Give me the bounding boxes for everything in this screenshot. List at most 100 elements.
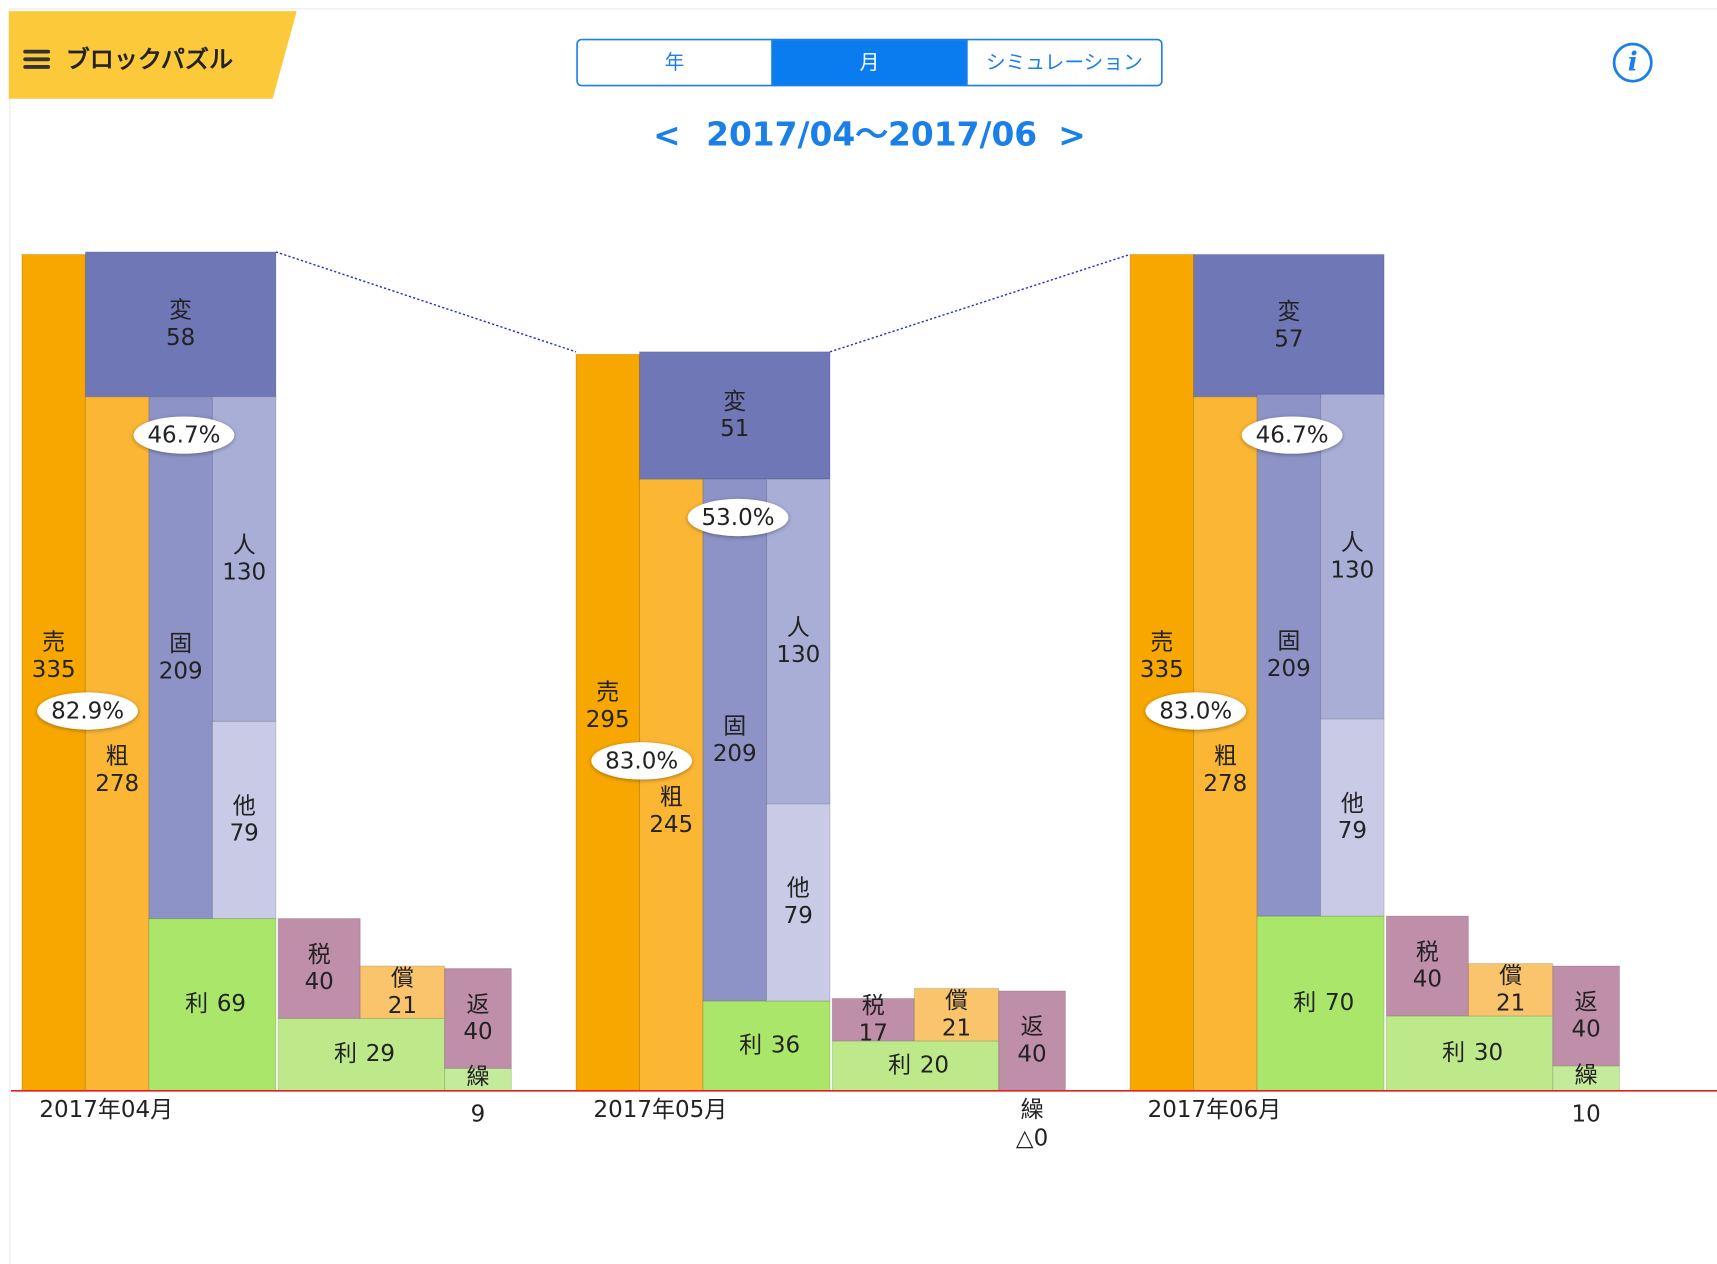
- block-value: 79: [230, 821, 259, 847]
- variable-block: [638, 351, 831, 480]
- labor-ratio: 46.7%: [147, 423, 220, 449]
- block-value: 130: [1330, 557, 1374, 583]
- carry-value: 10: [1572, 1101, 1601, 1127]
- gross-ratio: 83.0%: [605, 748, 678, 774]
- gross-block: [638, 478, 704, 1092]
- carry-value: 9: [471, 1101, 486, 1127]
- block-value: 209: [159, 658, 203, 684]
- repay-block: [1552, 965, 1621, 1067]
- depreciation-block: [359, 965, 446, 1019]
- variable-block: [84, 251, 277, 398]
- period: 2017/04～2017/06: [706, 115, 1037, 153]
- app-title: ブロックパズル: [66, 45, 233, 73]
- block-value: 69: [217, 991, 246, 1017]
- block-name: 人: [787, 615, 810, 641]
- block-value: 40: [305, 969, 334, 995]
- month-label: 2017年06月: [1148, 1097, 1282, 1123]
- segment-tab[interactable]: 年: [665, 51, 685, 74]
- block-name: 他: [1341, 791, 1364, 817]
- labor-block: [765, 478, 831, 805]
- block-name: 利: [1442, 1040, 1465, 1066]
- profit-block: [702, 1000, 831, 1092]
- month-label: 2017年04月: [39, 1097, 173, 1123]
- menu-icon[interactable]: [23, 49, 51, 69]
- depreciation-block: [913, 987, 1000, 1042]
- other-block: [1320, 718, 1385, 917]
- repay-block: [444, 967, 512, 1069]
- carry-value: △0: [1016, 1125, 1048, 1151]
- info-button[interactable]: i: [1612, 42, 1653, 83]
- block-value: 29: [366, 1041, 395, 1067]
- block-name: 変: [723, 389, 746, 415]
- block-name: 償: [391, 966, 414, 992]
- block-value: 79: [1338, 818, 1367, 844]
- block-value: 278: [1203, 771, 1247, 797]
- block-name: 売: [596, 679, 619, 705]
- block-value: 36: [771, 1032, 800, 1058]
- block-value: 335: [1140, 657, 1184, 683]
- segment-tab[interactable]: 月: [860, 51, 880, 74]
- month-label: 2017年05月: [594, 1097, 728, 1123]
- sales-block: [1129, 253, 1195, 1092]
- block-value: 21: [942, 1015, 971, 1041]
- repay-block: [998, 990, 1067, 1092]
- gross-ratio-badge: [1145, 692, 1247, 730]
- block-name: 売: [42, 630, 65, 656]
- labor-ratio-badge: [1241, 416, 1343, 454]
- block-name: 利: [185, 991, 208, 1017]
- labor-ratio-badge: [133, 416, 235, 454]
- block-value: 20: [920, 1052, 949, 1078]
- next-button[interactable]: >: [1058, 117, 1086, 155]
- block-value: 278: [95, 771, 139, 797]
- block-name: 利: [888, 1052, 911, 1078]
- block-name: 償: [945, 988, 968, 1014]
- block-value: 70: [1325, 990, 1354, 1016]
- block-name: 返: [1021, 1014, 1044, 1040]
- title-tab: [8, 11, 297, 99]
- block-name: 売: [1150, 630, 1173, 656]
- block-name: 粗: [106, 743, 129, 769]
- profit-block: [1256, 915, 1385, 1092]
- gross-block: [84, 396, 150, 1092]
- gross-block: [1193, 396, 1258, 1092]
- labor-ratio-badge: [687, 498, 789, 537]
- variable-block: [1193, 253, 1385, 398]
- block-value: 295: [586, 707, 630, 733]
- block-name: 税: [1416, 939, 1439, 965]
- gross-ratio: 83.0%: [1159, 699, 1232, 725]
- profit2-block: [1385, 1015, 1554, 1092]
- tax-block: [1385, 915, 1469, 1017]
- segment-selected: [771, 40, 967, 86]
- block-name: 利: [739, 1032, 762, 1058]
- fixed-block: [1256, 393, 1322, 917]
- carry-name: 繰: [1021, 1097, 1044, 1123]
- block-value: 130: [776, 642, 820, 668]
- block-name: 返: [1575, 989, 1598, 1015]
- block-name: 変: [1277, 299, 1300, 325]
- carry-name: 繰: [466, 1064, 489, 1090]
- prev-button[interactable]: <: [653, 117, 681, 155]
- profit2-block: [831, 1040, 1000, 1092]
- block-value: 57: [1274, 326, 1303, 352]
- block-name: 人: [233, 532, 256, 558]
- carry-name: 繰: [1575, 1063, 1598, 1089]
- gross-ratio: 82.9%: [51, 699, 124, 725]
- block-value: 58: [166, 325, 195, 351]
- block-value: 17: [859, 1020, 888, 1046]
- block-value: 21: [1496, 990, 1525, 1016]
- labor-ratio: 46.7%: [1256, 423, 1329, 449]
- segmented-control: 年 月 シミュレーション: [576, 38, 1163, 87]
- block-value: 21: [388, 993, 417, 1019]
- sales-block: [575, 353, 641, 1092]
- segment-tab[interactable]: シミュレーション: [986, 51, 1143, 74]
- block-value: 40: [1413, 967, 1442, 993]
- tax-block: [831, 997, 915, 1042]
- labor-block: [211, 396, 277, 722]
- block-value: 209: [1267, 656, 1311, 682]
- block-value: 51: [720, 416, 749, 442]
- block-name: 税: [308, 942, 331, 968]
- block-value: 40: [1017, 1042, 1046, 1068]
